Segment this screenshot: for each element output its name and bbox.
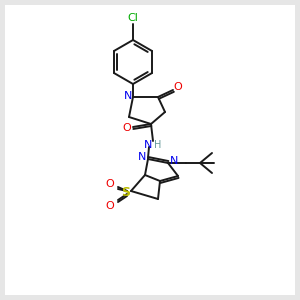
- Text: O: O: [106, 201, 114, 211]
- Text: Cl: Cl: [128, 13, 138, 23]
- Text: N: N: [144, 140, 152, 150]
- Text: N: N: [138, 152, 146, 162]
- Text: H: H: [154, 140, 162, 150]
- Text: O: O: [106, 179, 114, 189]
- Text: N: N: [170, 156, 178, 166]
- Text: S: S: [122, 187, 130, 200]
- Text: O: O: [123, 123, 131, 133]
- Text: N: N: [124, 91, 132, 101]
- Text: O: O: [174, 82, 182, 92]
